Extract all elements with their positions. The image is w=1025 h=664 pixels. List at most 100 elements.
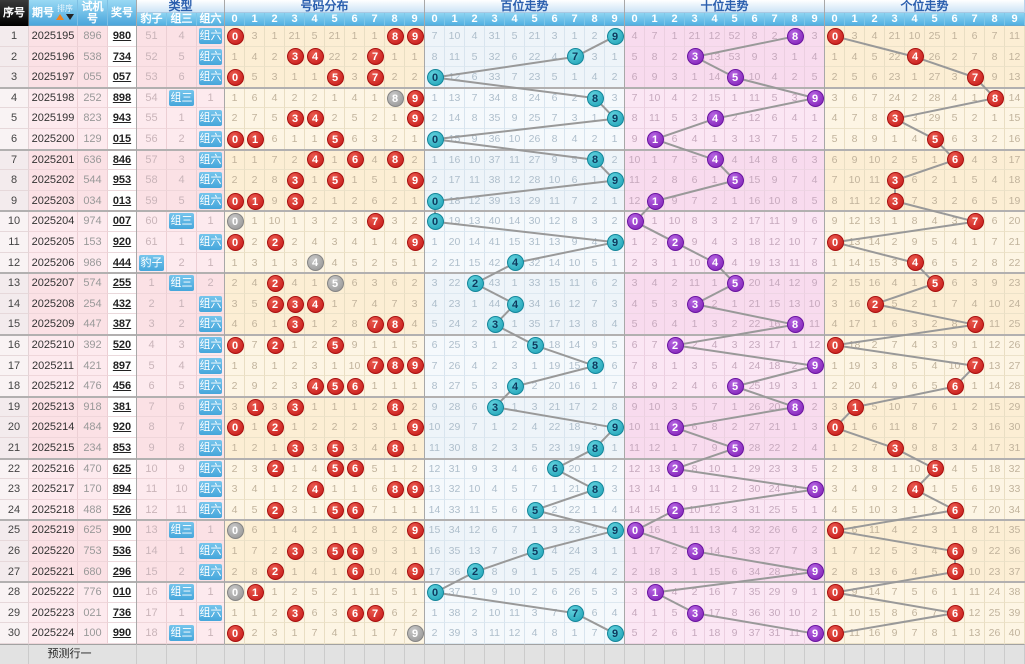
dist-cell: 1: [285, 211, 305, 232]
bai-miss-cell: 16: [565, 376, 585, 397]
footer-cell: [645, 644, 665, 664]
bai-miss-cell: 6: [525, 458, 545, 480]
prize-link[interactable]: 255: [112, 277, 132, 290]
ge-miss-cell: 7: [965, 499, 985, 521]
prize-cell: 898: [108, 87, 137, 109]
prize-link[interactable]: 381: [112, 400, 132, 413]
dist-hit-circle: 1: [246, 584, 264, 601]
dist-hit-circle: 1: [246, 130, 264, 148]
test-number-cell: 034: [78, 190, 108, 212]
bai-hit-circle: 8: [586, 357, 604, 375]
bai-miss-cell: 9: [505, 108, 525, 129]
period-cell: 2025196: [29, 46, 78, 68]
type-cell: 组六: [197, 170, 225, 191]
prize-link[interactable]: 432: [112, 297, 132, 310]
shi-miss-cell: 6: [785, 149, 805, 171]
type-cell: 10: [137, 458, 167, 480]
prize-link[interactable]: 953: [112, 174, 132, 187]
shi-hit-circle: 2: [666, 460, 684, 478]
header-ge-digit-7: 7: [965, 13, 985, 26]
prize-link[interactable]: 015: [112, 133, 132, 145]
ge-miss-cell: 26: [1005, 335, 1025, 356]
type-cell: 6: [137, 376, 167, 397]
prize-link[interactable]: 920: [112, 421, 132, 434]
prize-link[interactable]: 898: [112, 91, 132, 104]
dist-cell: 1: [325, 293, 345, 315]
dist-hit-circle: 8: [386, 398, 404, 416]
prize-link[interactable]: 900: [112, 524, 132, 537]
bai-miss-cell: 21: [545, 396, 565, 418]
prize-link[interactable]: 920: [112, 236, 132, 248]
ge-miss-cell: 8: [865, 108, 885, 129]
shi-miss-cell: 52: [725, 26, 745, 47]
prize-link[interactable]: 943: [112, 112, 132, 125]
ge-miss-cell: 16: [1005, 129, 1025, 150]
prize-link[interactable]: 536: [112, 545, 132, 557]
footer-cell: [745, 644, 765, 664]
ge-miss-cell: 9: [825, 211, 845, 232]
ge-miss-cell: 2: [925, 314, 945, 335]
prize-link[interactable]: 990: [112, 627, 132, 640]
dist-cell: 1: [345, 582, 365, 603]
row-group-separator: [0, 148, 1025, 151]
dist-cell: 1: [325, 87, 345, 109]
type-cell: 组六: [197, 293, 225, 315]
dist-cell: 5: [405, 335, 425, 356]
dist-cell: 3: [365, 417, 385, 438]
ge-hit-circle: 6: [946, 501, 964, 519]
shi-miss-cell: 4: [705, 335, 725, 356]
prize-link[interactable]: 013: [112, 194, 132, 207]
dist-hit-circle: 6: [346, 378, 364, 395]
seq-cell: 25: [0, 520, 29, 541]
footer-cell: [605, 644, 625, 664]
prize-link[interactable]: 456: [112, 380, 132, 393]
dist-cell: 3: [405, 293, 425, 315]
sort-asc-icon[interactable]: [56, 14, 64, 20]
prize-link[interactable]: 734: [112, 50, 132, 63]
ge-miss-cell: 38: [1005, 582, 1025, 603]
prize-link[interactable]: 526: [112, 503, 132, 516]
shi-miss-cell: 10: [625, 417, 645, 438]
prize-link[interactable]: 387: [112, 318, 132, 331]
bai-miss-cell: 1: [605, 129, 625, 150]
prize-link[interactable]: 980: [112, 30, 132, 42]
shi-miss-cell: 2: [625, 561, 645, 583]
bai-miss-cell: 1: [585, 499, 605, 521]
prize-link[interactable]: 897: [112, 359, 132, 372]
prize-link[interactable]: 894: [112, 483, 132, 496]
prize-link[interactable]: 010: [112, 586, 132, 599]
prize-link[interactable]: 444: [112, 256, 132, 269]
shi-miss-cell: 8: [685, 458, 705, 480]
bai-miss-cell: 1: [425, 149, 445, 171]
ge-miss-cell: 16: [865, 273, 885, 294]
bai-miss-cell: 6: [505, 499, 525, 521]
shi-miss-cell: 1: [625, 541, 645, 562]
type-badge: 组六: [199, 337, 222, 353]
shi-miss-cell: 6: [805, 211, 825, 232]
shi-hit-circle: 2: [666, 419, 684, 437]
bai-miss-cell: 3: [585, 211, 605, 232]
prize-link[interactable]: 736: [112, 606, 132, 619]
test-number-cell: 170: [78, 479, 108, 500]
prize-link[interactable]: 296: [112, 565, 132, 578]
prize-link[interactable]: 520: [112, 339, 132, 351]
prize-link[interactable]: 853: [112, 442, 132, 454]
ge-miss-cell: 10: [845, 170, 865, 191]
footer-cell: [965, 644, 985, 664]
dist-cell: 1: [345, 479, 365, 500]
shi-miss-cell: 1: [705, 273, 725, 294]
prize-link[interactable]: 057: [112, 71, 132, 84]
shi-miss-cell: 8: [745, 26, 765, 47]
dist-hit-circle: 4: [306, 254, 324, 272]
prize-link[interactable]: 846: [112, 153, 132, 166]
prize-link[interactable]: 625: [112, 462, 132, 475]
sort-control[interactable]: 排序: [56, 5, 74, 20]
dist-hit-circle: 9: [406, 625, 424, 643]
prize-cell: 853: [108, 438, 137, 459]
prize-link[interactable]: 007: [112, 215, 132, 228]
dist-cell: 1: [285, 129, 305, 150]
dist-hit-circle: 8: [386, 439, 404, 457]
type-cell: 1: [167, 602, 197, 624]
sort-desc-icon[interactable]: [66, 14, 74, 20]
shi-hit-circle: 5: [726, 69, 744, 86]
